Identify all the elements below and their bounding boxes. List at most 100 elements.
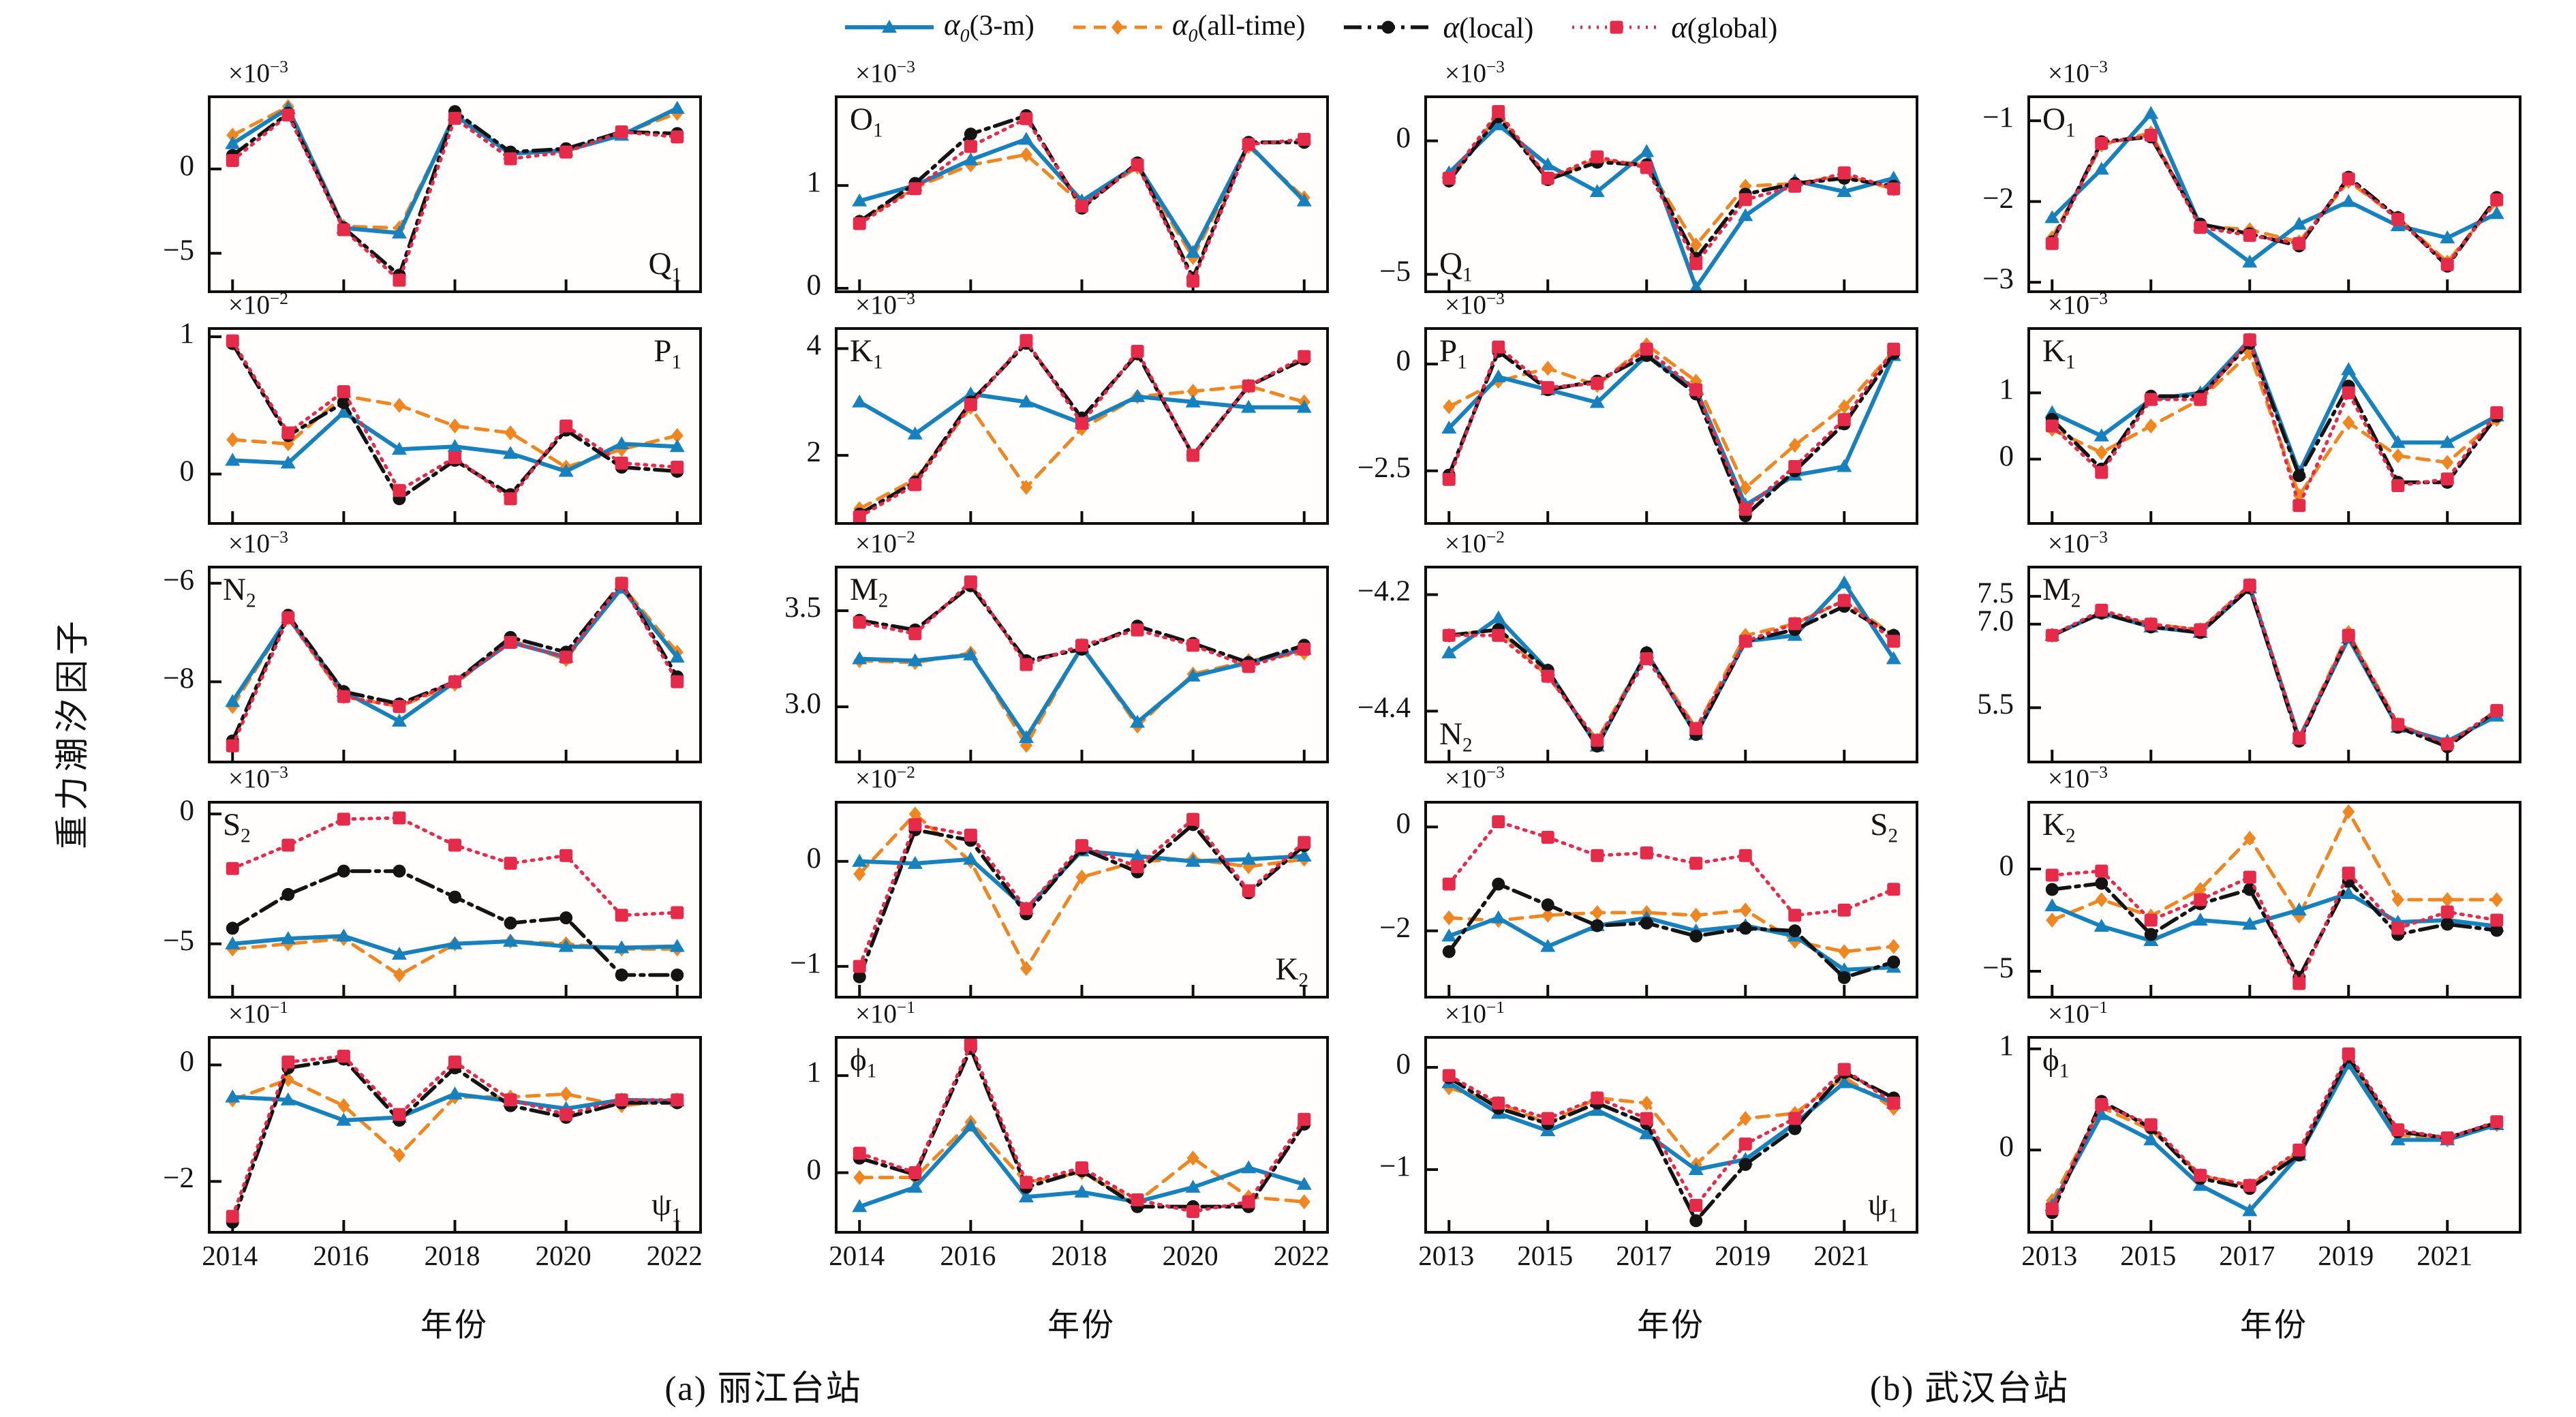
x-axis-label-col3: 年份 [1637,1308,1705,1343]
xtick-label-phi1-lijiang-3: 2020 [1162,1240,1218,1271]
panel-K1-wuhan [2027,327,2521,525]
ytick-label-S2-wuhan-1: −2 [1379,911,1411,944]
series-a_global-S2-wuhan [1447,820,1896,917]
ytick-label-psi1-wuhan-0: 0 [1396,1048,1411,1080]
xtick-label-phi1-lijiang-4: 2022 [1273,1240,1330,1271]
ytick-label-psi1-wuhan-1: −1 [1379,1151,1411,1183]
offset-label-K1-wuhan: ×10−3 [2048,289,2108,320]
panel-N2-wuhan [1424,566,1918,763]
ytick-label-M2-lijiang-1: 3.0 [784,688,821,720]
wave-label-S2-lijiang: S2 [223,807,251,847]
panel-N2-lijiang [208,566,702,763]
offset-label-K2-wuhan: ×10−3 [2048,763,2108,793]
panel-Q1-lijiang [208,95,702,293]
series-a0_all-S2-wuhan [1447,908,1896,954]
ytick-label-Q1-wuhan-1: −5 [1379,255,1411,288]
legend-item-a_local: α(local) [1340,10,1533,45]
ytick-label-phi1-wuhan-0: 1 [1999,1029,2014,1062]
ytick-label-P1-wuhan-0: 0 [1396,345,1411,378]
ytick-label-Q1-lijiang-0: 0 [179,149,195,182]
series-a_global-phi1-lijiang [857,1043,1306,1214]
panel-S2-lijiang-plot [211,811,685,996]
ytick-label-P1-lijiang-1: 0 [179,455,195,487]
wave-label-N2-wuhan: N2 [1439,716,1473,757]
ytick-label-O1-wuhan-1: −2 [1982,182,2014,215]
wave-label-K1-wuhan: K1 [2042,333,2076,374]
panel-K2-wuhan [2027,801,2521,999]
panel-K2-wuhan-plot [2030,804,2504,996]
offset-label-S2-lijiang: ×10−3 [228,763,288,793]
panel-O1-lijiang-plot [838,109,1312,290]
ytick-label-K2-wuhan-1: −5 [1982,952,2014,984]
panel-S2-wuhan-plot [1427,815,1901,996]
offset-label-phi1-lijiang: ×10−1 [855,998,915,1029]
xtick-label-psi1-lijiang-2: 2018 [424,1240,480,1271]
panel-P1-wuhan-plot [1427,337,1901,522]
panel-Q1-wuhan-plot [1427,105,1901,290]
xtick-label-phi1-wuhan-4: 2021 [2417,1240,2473,1271]
ytick-label-O1-lijiang-1: 0 [806,269,822,301]
series-a_global-M2-lijiang [857,580,1306,669]
ytick-label-N2-wuhan-0: −4.2 [1357,575,1411,608]
xtick-label-psi1-lijiang-0: 2014 [202,1240,258,1271]
xtick-label-psi1-lijiang-1: 2016 [313,1240,369,1271]
series-a0_all-P1-wuhan [1447,343,1896,490]
panel-N2-lijiang-plot [211,577,685,761]
panel-S2-lijiang [208,801,702,999]
offset-label-P1-lijiang: ×10−2 [228,289,288,320]
ytick-label-N2-lijiang-1: −8 [163,662,194,695]
series-a0_all-K2-wuhan [2050,810,2499,922]
wave-label-M2-wuhan: M2 [2042,572,2081,612]
ytick-label-M2-wuhan-2: 5.5 [1977,688,2014,721]
series-a0_all-N2-wuhan [1447,598,1896,742]
ytick-label-M2-wuhan-0: 7.5 [1977,577,2014,609]
ytick-label-N2-wuhan-1: −4.4 [1357,692,1411,725]
legend: α0(3-m) α0(all-time) α(local) α(global) [842,7,1777,47]
offset-label-O1-wuhan: ×10−3 [2048,57,2108,88]
ytick-label-N2-lijiang-0: −6 [163,564,194,596]
panel-K2-lijiang-plot [838,806,1312,996]
ytick-label-S2-lijiang-1: −5 [163,924,194,957]
ytick-label-K1-lijiang-1: 2 [806,436,822,469]
panel-P1-lijiang-plot [211,334,685,522]
series-a0_all-K2-lijiang [857,812,1306,971]
wave-label-O1-wuhan: O1 [2042,102,2076,142]
offset-label-K1-lijiang: ×10−3 [855,289,915,320]
panel-M2-lijiang-plot [838,575,1312,761]
ytick-label-K2-lijiang-1: −1 [790,947,821,979]
panel-phi1-wuhan-plot [2030,1047,2504,1231]
wave-label-psi1-wuhan: ψ1 [1868,1187,1898,1227]
series-a_global-psi1-wuhan [1447,1067,1896,1207]
panel-O1-wuhan [2027,95,2521,293]
xtick-label-psi1-wuhan-2: 2017 [1616,1240,1672,1271]
wave-label-N2-lijiang: N2 [223,572,256,612]
offset-label-N2-lijiang: ×10−3 [228,528,288,558]
wave-label-K2-wuhan: K2 [2042,807,2076,847]
series-a_global-Q1-lijiang [230,113,679,282]
legend-item-a0_3m: α0(3-m) [842,7,1034,47]
xtick-label-psi1-wuhan-3: 2019 [1715,1240,1771,1271]
series-a0_3m-P1-wuhan [1447,353,1896,507]
panel-S2-wuhan [1424,801,1918,999]
wave-label-psi1-lijiang: ψ1 [651,1187,681,1227]
ytick-label-K1-wuhan-1: 0 [1999,440,2014,472]
panel-Q1-wuhan [1424,95,1918,293]
wave-label-O1-lijiang: O1 [850,102,883,142]
ytick-label-S2-wuhan-0: 0 [1396,808,1411,840]
xtick-label-phi1-wuhan-2: 2017 [2219,1240,2275,1271]
xtick-label-phi1-wuhan-1: 2015 [2120,1240,2177,1271]
series-a_global-phi1-wuhan [2050,1052,2499,1210]
wave-label-Q1-wuhan: Q1 [1439,246,1473,286]
panel-psi1-lijiang-plot [211,1050,685,1231]
offset-label-K2-lijiang: ×10−2 [855,763,915,793]
ytick-label-O1-wuhan-0: −1 [1982,102,2014,134]
xtick-label-psi1-wuhan-4: 2021 [1813,1240,1870,1271]
panel-O1-lijiang [835,95,1329,293]
legend-label-a_local: α(local) [1443,10,1534,44]
panel-K2-lijiang [835,801,1329,999]
ytick-label-O1-lijiang-0: 1 [806,166,822,199]
wave-label-K1-lijiang: K1 [850,333,883,374]
series-a_local-psi1-wuhan [1447,1070,1896,1223]
ytick-label-M2-wuhan-1: 7.0 [1977,605,2014,637]
wave-label-Q1-lijiang: Q1 [648,246,681,286]
